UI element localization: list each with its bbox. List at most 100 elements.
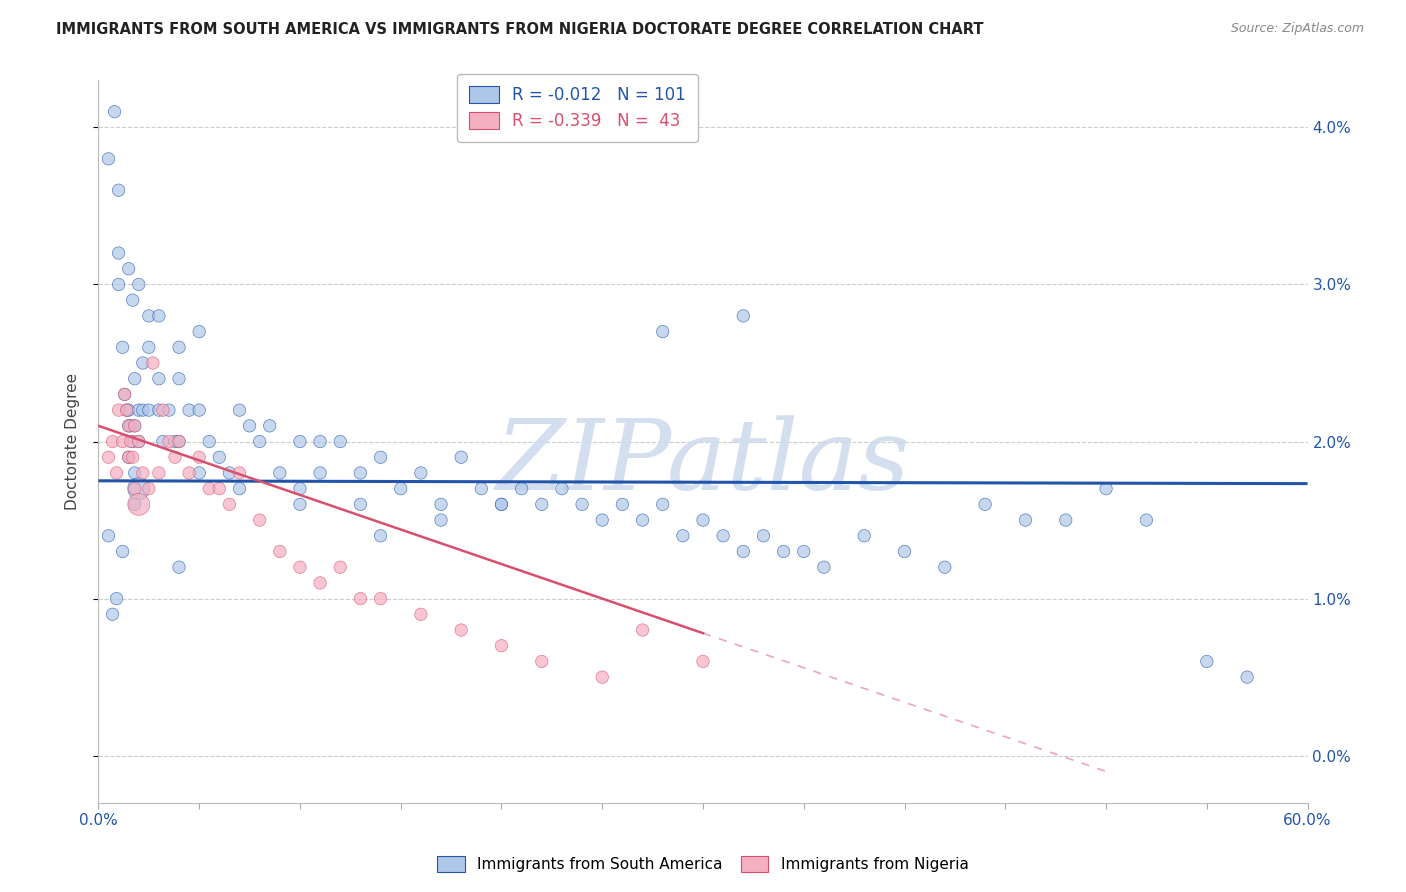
Point <box>470 482 492 496</box>
Point <box>148 372 170 386</box>
Point <box>259 418 281 433</box>
Point <box>188 466 211 480</box>
Point <box>491 497 513 511</box>
Point <box>121 293 143 308</box>
Point <box>309 466 332 480</box>
Point <box>188 403 211 417</box>
Point <box>692 513 714 527</box>
Point <box>124 418 146 433</box>
Point <box>651 497 673 511</box>
Point <box>491 497 513 511</box>
Point <box>148 309 170 323</box>
Point <box>132 356 155 370</box>
Point <box>97 529 120 543</box>
Point <box>530 655 553 669</box>
Text: Source: ZipAtlas.com: Source: ZipAtlas.com <box>1230 22 1364 36</box>
Point <box>692 655 714 669</box>
Point <box>115 403 138 417</box>
Point <box>132 403 155 417</box>
Point <box>118 403 141 417</box>
Point <box>138 340 160 354</box>
Point <box>228 466 250 480</box>
Point <box>157 434 180 449</box>
Point <box>111 544 134 558</box>
Point <box>167 372 190 386</box>
Point <box>121 434 143 449</box>
Point <box>148 403 170 417</box>
Point <box>105 591 128 606</box>
Point <box>107 183 129 197</box>
Point <box>120 418 142 433</box>
Point <box>1054 513 1077 527</box>
Point <box>208 450 231 465</box>
Point <box>152 403 174 417</box>
Point <box>114 387 136 401</box>
Point <box>711 529 734 543</box>
Point <box>115 403 138 417</box>
Point <box>208 482 231 496</box>
Point <box>120 434 142 449</box>
Point <box>409 466 432 480</box>
Point <box>152 434 174 449</box>
Point <box>349 591 371 606</box>
Point <box>370 450 392 465</box>
Point <box>813 560 835 574</box>
Point <box>111 434 134 449</box>
Point <box>138 482 160 496</box>
Point <box>672 529 695 543</box>
Point <box>118 418 141 433</box>
Point <box>101 607 124 622</box>
Legend: Immigrants from South America, Immigrants from Nigeria: Immigrants from South America, Immigrant… <box>430 848 976 880</box>
Point <box>118 261 141 276</box>
Point <box>163 434 186 449</box>
Point <box>733 544 755 558</box>
Point <box>198 434 221 449</box>
Point <box>631 623 654 637</box>
Point <box>124 497 146 511</box>
Y-axis label: Doctorate Degree: Doctorate Degree <box>65 373 80 510</box>
Point <box>128 434 150 449</box>
Point <box>893 544 915 558</box>
Point <box>118 450 141 465</box>
Point <box>370 591 392 606</box>
Point <box>934 560 956 574</box>
Point <box>349 497 371 511</box>
Point <box>121 450 143 465</box>
Point <box>163 450 186 465</box>
Point <box>132 466 155 480</box>
Point <box>179 403 201 417</box>
Point <box>118 418 141 433</box>
Point <box>409 607 432 622</box>
Point <box>218 497 240 511</box>
Point <box>631 513 654 527</box>
Point <box>124 418 146 433</box>
Point <box>167 560 190 574</box>
Point <box>853 529 876 543</box>
Legend: R = -0.012   N = 101, R = -0.339   N =  43: R = -0.012 N = 101, R = -0.339 N = 43 <box>457 74 697 142</box>
Point <box>1135 513 1157 527</box>
Point <box>288 560 311 574</box>
Point <box>269 466 291 480</box>
Point <box>249 513 271 527</box>
Point <box>105 466 128 480</box>
Point <box>1014 513 1036 527</box>
Point <box>249 434 271 449</box>
Point <box>571 497 593 511</box>
Point <box>97 152 120 166</box>
Point <box>101 434 124 449</box>
Point <box>167 434 190 449</box>
Point <box>591 513 613 527</box>
Point <box>530 497 553 511</box>
Point <box>107 246 129 260</box>
Point <box>124 372 146 386</box>
Point <box>179 466 201 480</box>
Point <box>114 387 136 401</box>
Point <box>974 497 997 511</box>
Point <box>107 277 129 292</box>
Point <box>128 434 150 449</box>
Point <box>142 356 165 370</box>
Point <box>269 544 291 558</box>
Point <box>118 450 141 465</box>
Point <box>309 575 332 590</box>
Point <box>288 434 311 449</box>
